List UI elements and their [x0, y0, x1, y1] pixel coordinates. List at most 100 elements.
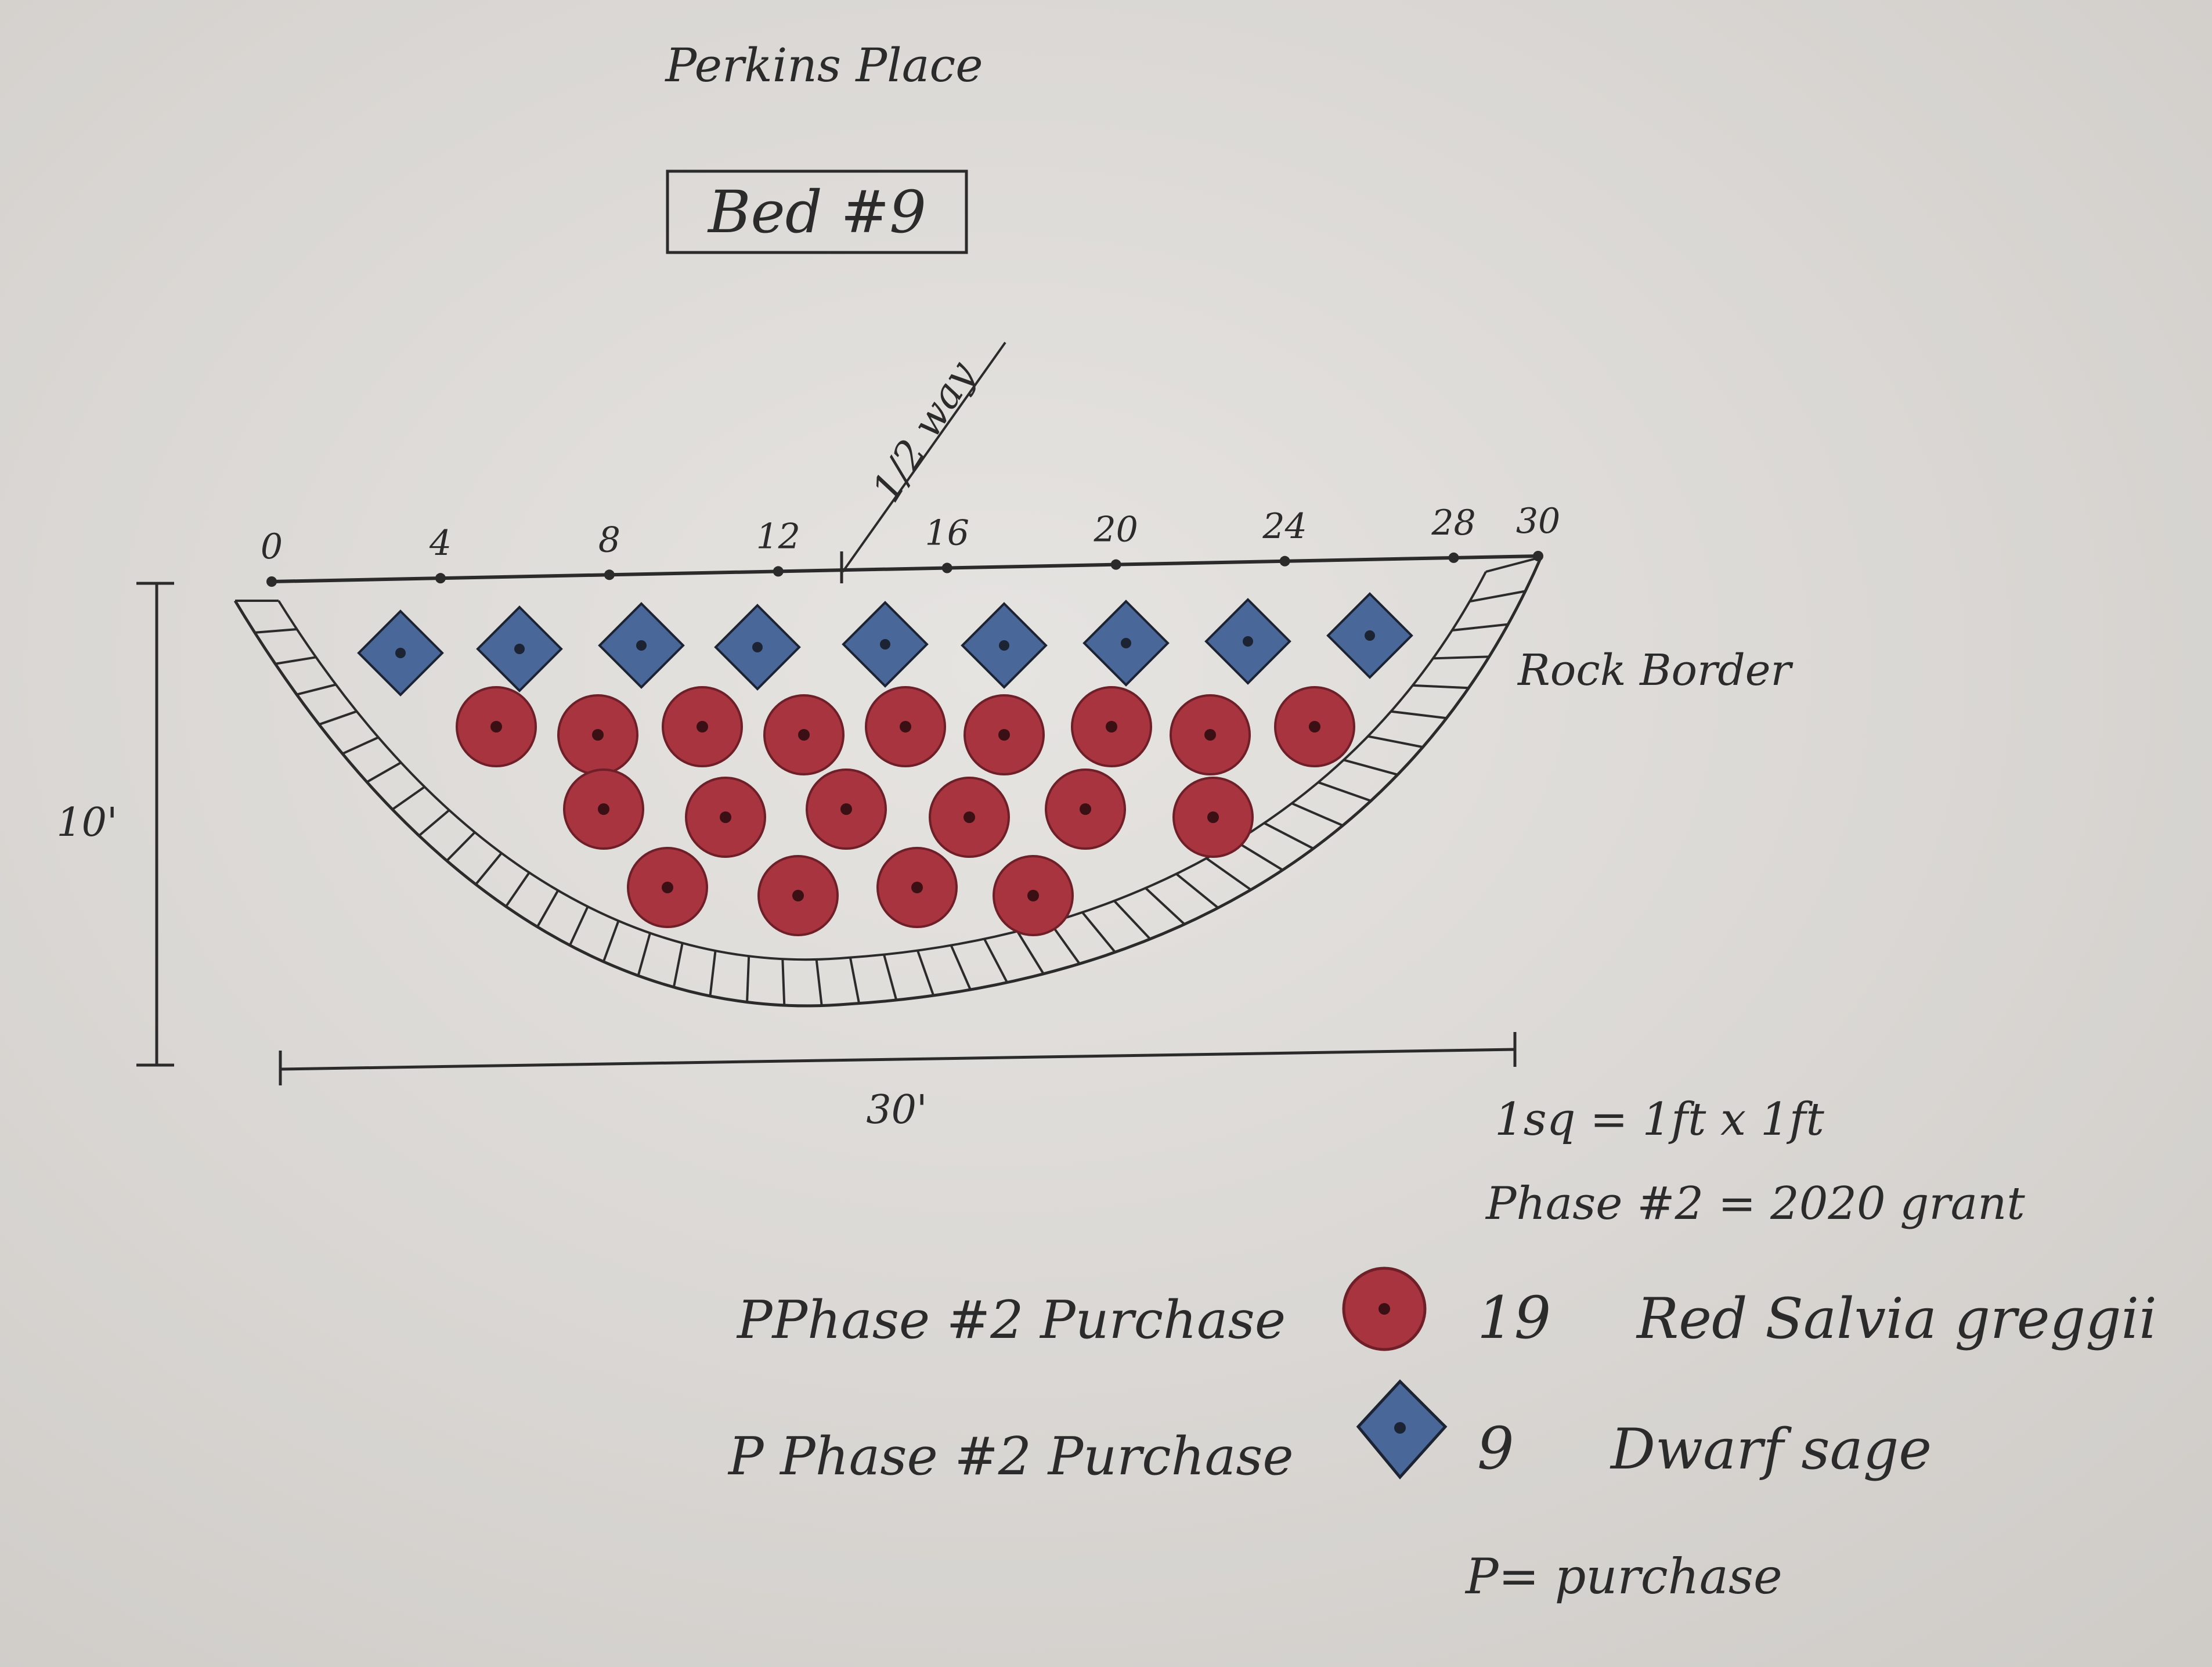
rock-border-segment	[883, 954, 898, 1001]
bed-label-box	[666, 169, 968, 254]
rock-border-segment	[569, 906, 589, 946]
rock-border-segment	[446, 831, 476, 862]
plant-center-dot	[1080, 803, 1091, 815]
bed-inner-edge	[277, 571, 1487, 961]
plant-center-dot	[592, 729, 604, 741]
rock-border-segment	[505, 872, 531, 907]
blue-diamond-icon	[1356, 1379, 1448, 1480]
ruler-dot	[773, 566, 784, 577]
rock-border-segment	[366, 762, 402, 784]
ruler-tick-label: 30	[1516, 501, 1560, 542]
rock-border-segment	[746, 956, 750, 1002]
plant-center-dot	[900, 721, 911, 733]
legend-count: 9	[1477, 1415, 1514, 1482]
ruler-dot	[1279, 555, 1290, 567]
ruler-tick-label: 20	[1093, 510, 1138, 550]
rock-border-segment	[602, 920, 620, 962]
plant-center-dot	[792, 890, 804, 901]
ruler-dot	[941, 562, 952, 573]
ruler-dot	[266, 576, 277, 587]
ruler-tick-label: 8	[598, 519, 620, 560]
rock-border-segment	[950, 944, 972, 990]
rock-border-segment	[1412, 684, 1469, 690]
plant-center-dot	[964, 811, 975, 823]
plant-center-dot	[1027, 890, 1039, 901]
rock-border-segment	[1318, 781, 1372, 802]
plant-center-dot	[752, 642, 763, 652]
plant-center-dot	[798, 729, 810, 741]
rock-border-segment	[637, 932, 651, 976]
plant-center-dot	[911, 882, 923, 893]
phase-note: Phase #2 = 2020 grant	[1485, 1178, 2025, 1230]
rock-border-segment	[275, 656, 316, 665]
rock-border-label: Rock Border	[1517, 645, 1794, 695]
ruler-tick-label: 4	[429, 523, 452, 564]
plant-center-dot	[662, 882, 673, 893]
plant-center-dot	[1207, 811, 1219, 823]
rock-border-segment	[849, 957, 861, 1004]
rock-border-segment	[536, 890, 560, 928]
plant-center-dot	[880, 639, 890, 650]
plant-center-dot	[598, 803, 609, 815]
rock-border-segment	[709, 950, 717, 997]
plant-center-dot	[1204, 729, 1216, 741]
plant-center-dot	[999, 640, 1009, 651]
legend-row-dwarf-sage: P Phase #2 Purchase 9 Dwarf sage	[727, 1379, 1932, 1487]
ruler-line	[271, 554, 1539, 583]
plant-center-dot	[840, 803, 852, 815]
rock-border-segment	[1145, 887, 1186, 925]
plant-center-dot	[1243, 636, 1253, 647]
rock-border-segment	[1432, 655, 1489, 660]
rock-border-segment	[1081, 911, 1116, 953]
scale-note: 1sq = 1ft x 1ft	[1495, 1094, 1824, 1146]
plant-center-dot	[514, 644, 525, 654]
plant-center-dot	[1309, 721, 1320, 733]
plant-center-dot	[998, 729, 1010, 741]
rock-border-segment	[1175, 873, 1219, 909]
plant-center-dot	[720, 811, 731, 823]
halfway-arrow	[842, 341, 1006, 573]
plant-center-dot	[636, 640, 647, 651]
height-label: 10'	[56, 800, 117, 846]
rock-border-segment	[1343, 759, 1398, 776]
rock-border-segment	[1264, 822, 1314, 850]
rock-border-segment	[1391, 710, 1447, 720]
rock-border-segment	[1485, 556, 1542, 573]
legend-source: PPhase #2 Purchase	[736, 1290, 1286, 1351]
rock-border-segment	[319, 710, 358, 726]
legend-row-red-salvia: PPhase #2 Purchase 19 Red Salvia greggii	[736, 1267, 2157, 1352]
page-title: Perkins Place	[664, 38, 983, 92]
rock-border-segment	[1235, 840, 1283, 871]
ruler-dot	[604, 569, 615, 580]
ruler-tick-label: 16	[925, 513, 969, 554]
bed-outer-edge	[233, 557, 1543, 1008]
rock-border-segment	[342, 736, 379, 755]
rock-border-segment	[1206, 857, 1252, 891]
legend-plant-name: Dwarf sage	[1610, 1417, 1932, 1482]
rock-border-segment	[391, 786, 425, 811]
ruler-dot	[1110, 559, 1121, 570]
rock-border-segment	[1367, 735, 1423, 749]
rock-border-segment	[475, 852, 503, 885]
footnote: P= purchase	[1464, 1548, 1782, 1605]
ruler-tick-label: 28	[1431, 503, 1475, 543]
plant-center-dot	[1121, 638, 1131, 648]
ruler-tick-label: 12	[756, 516, 800, 557]
rock-border-segment	[1469, 590, 1526, 603]
plant-center-dot	[1365, 630, 1375, 641]
plant-center-dot	[490, 721, 502, 733]
width-label: 30'	[866, 1087, 927, 1133]
plant-center-dot	[395, 648, 406, 658]
legend: PPhase #2 Purchase 19 Red Salvia greggii…	[727, 1267, 2157, 1487]
red-circle-icon	[1342, 1267, 1427, 1351]
rock-border-segment	[781, 959, 786, 1006]
ruler-tick-label: 24	[1262, 506, 1307, 547]
rock-border-segment	[254, 628, 297, 634]
rock-border-segment	[983, 938, 1008, 983]
ruler-dot	[1448, 552, 1459, 563]
ruler-dot	[435, 573, 446, 584]
legend-count: 19	[1477, 1284, 1551, 1352]
legend-source: P Phase #2 Purchase	[727, 1426, 1294, 1487]
ruler-ticks: 0 4 8 12 16 20 24 28 30	[261, 501, 1560, 587]
